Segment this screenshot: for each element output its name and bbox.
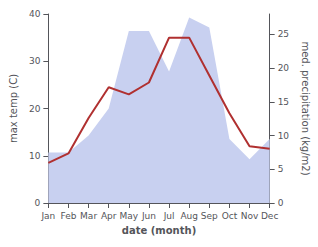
svg-text:0: 0 [278,198,284,208]
svg-text:May: May [120,211,139,221]
svg-text:0: 0 [35,198,41,208]
svg-text:25: 25 [278,29,289,39]
svg-text:40: 40 [29,9,41,19]
svg-text:Sep: Sep [201,211,218,221]
svg-text:Oct: Oct [222,211,238,221]
svg-text:max temp (C): max temp (C) [8,74,19,143]
svg-text:Dec: Dec [261,211,278,221]
svg-text:Feb: Feb [61,211,77,221]
svg-text:20: 20 [278,63,290,73]
svg-text:Jul: Jul [163,211,175,221]
svg-text:5: 5 [278,164,284,174]
svg-text:Mar: Mar [80,211,97,221]
svg-text:30: 30 [29,56,41,66]
svg-text:Jun: Jun [141,211,156,221]
svg-text:Apr: Apr [101,211,117,221]
svg-text:Aug: Aug [180,211,198,221]
svg-text:10: 10 [29,151,41,161]
svg-text:date (month): date (month) [122,225,196,236]
svg-text:Nov: Nov [241,211,259,221]
svg-text:15: 15 [278,97,289,107]
svg-text:med. precipitation (kg/m2): med. precipitation (kg/m2) [300,41,311,175]
svg-text:Jan: Jan [40,211,55,221]
svg-text:20: 20 [29,104,41,114]
svg-text:10: 10 [278,131,290,141]
